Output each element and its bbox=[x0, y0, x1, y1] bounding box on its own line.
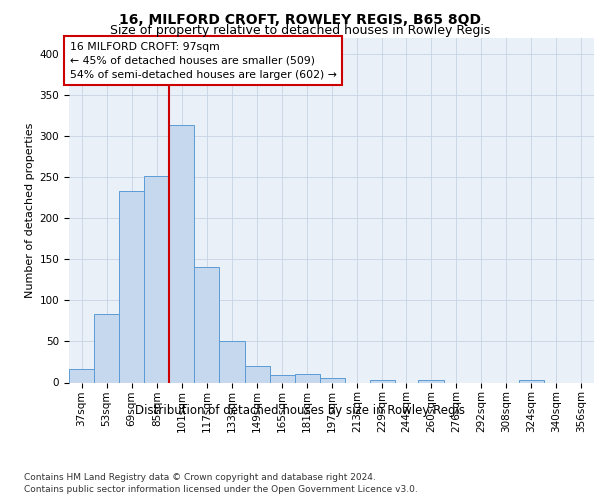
Bar bbox=[245, 366, 269, 382]
Bar bbox=[370, 380, 395, 382]
Text: Contains public sector information licensed under the Open Government Licence v3: Contains public sector information licen… bbox=[24, 485, 418, 494]
Bar bbox=[295, 374, 320, 382]
Y-axis label: Number of detached properties: Number of detached properties bbox=[25, 122, 35, 298]
Bar bbox=[194, 266, 220, 382]
Bar bbox=[94, 314, 119, 382]
Text: Contains HM Land Registry data © Crown copyright and database right 2024.: Contains HM Land Registry data © Crown c… bbox=[24, 472, 376, 482]
Bar bbox=[519, 380, 544, 382]
Text: Size of property relative to detached houses in Rowley Regis: Size of property relative to detached ho… bbox=[110, 24, 490, 37]
Bar bbox=[69, 368, 94, 382]
Bar bbox=[169, 126, 194, 382]
Bar bbox=[269, 375, 295, 382]
Bar bbox=[144, 176, 169, 382]
Bar bbox=[418, 380, 443, 382]
Text: 16 MILFORD CROFT: 97sqm
← 45% of detached houses are smaller (509)
54% of semi-d: 16 MILFORD CROFT: 97sqm ← 45% of detache… bbox=[70, 42, 337, 80]
Text: 16, MILFORD CROFT, ROWLEY REGIS, B65 8QD: 16, MILFORD CROFT, ROWLEY REGIS, B65 8QD bbox=[119, 12, 481, 26]
Bar bbox=[119, 191, 144, 382]
Bar bbox=[320, 378, 345, 382]
Bar bbox=[220, 342, 245, 382]
Text: Distribution of detached houses by size in Rowley Regis: Distribution of detached houses by size … bbox=[135, 404, 465, 417]
